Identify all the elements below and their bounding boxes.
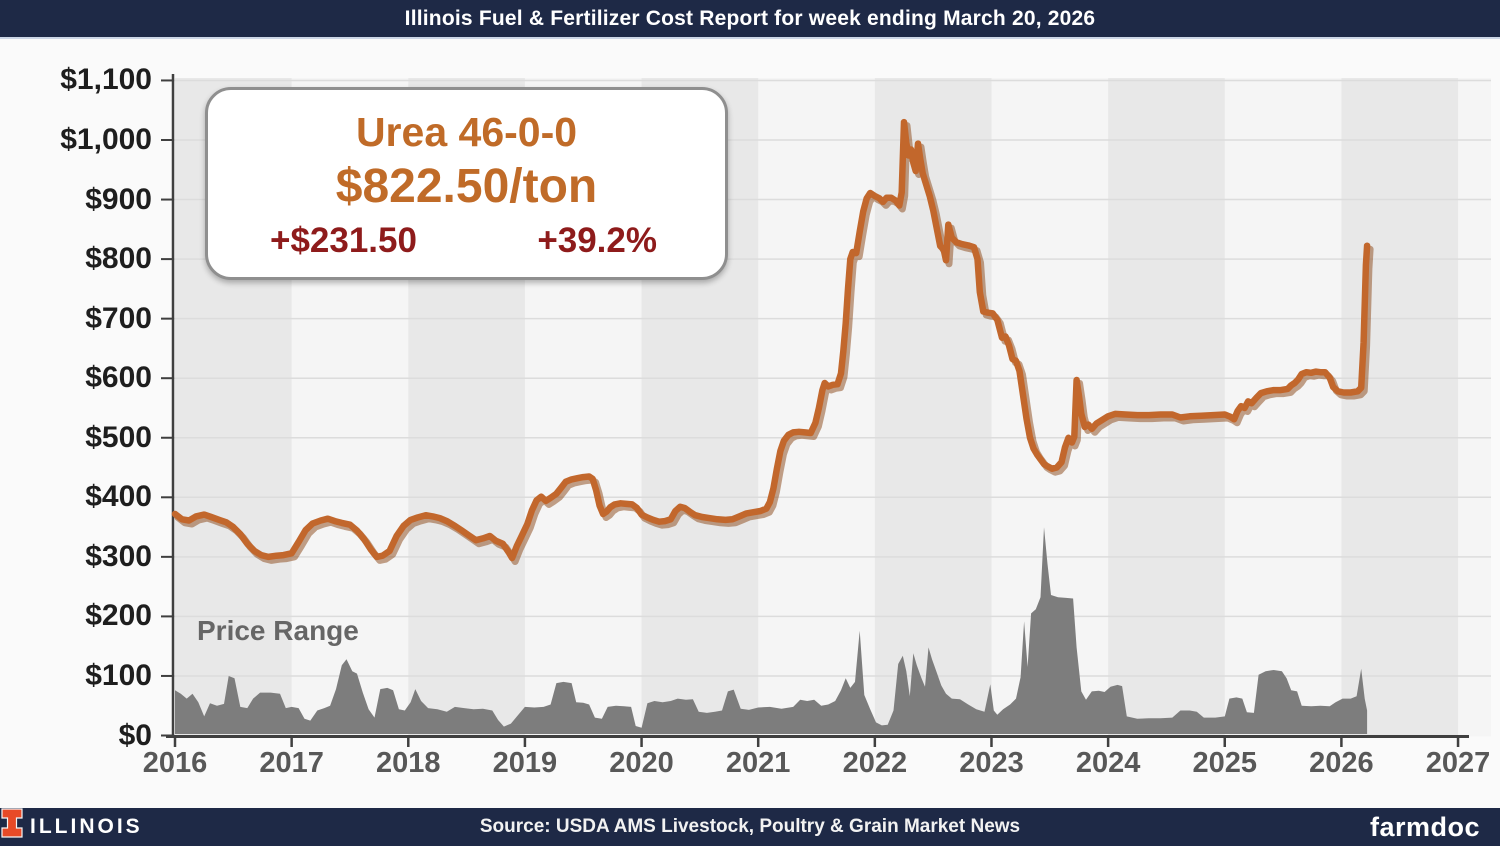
x-axis-tick-label: 2021: [725, 747, 791, 779]
y-axis-tick-label: $1,100: [60, 63, 152, 97]
price-range-label: Price Range: [197, 615, 359, 646]
illinois-brand: ILLINOIS: [1, 808, 143, 839]
urea-price-line: [171, 118, 1371, 562]
y-axis-tick-label: $600: [85, 361, 152, 395]
y-axis-tick-label: $1,000: [60, 123, 152, 156]
price-change-row: +$231.50 +39.2%: [208, 217, 725, 263]
x-axis-tick-label: 2027: [1425, 747, 1491, 779]
x-axis-tick-label: 2020: [609, 747, 674, 779]
y-axis-tick-label: $800: [85, 242, 152, 276]
price-range-area: [175, 527, 1368, 734]
x-axis-tick-label: 2019: [492, 747, 558, 779]
price-change-dollars: +$231.50: [270, 220, 417, 260]
year-band: [1341, 78, 1459, 737]
x-axis-tick-label: 2022: [842, 747, 908, 779]
source-attribution: Source: USDA AMS Livestock, Poultry & Gr…: [479, 816, 1021, 837]
year-band: [1108, 78, 1225, 737]
x-axis-tick-label: 2026: [1309, 747, 1374, 779]
footer-bar: ILLINOIS Source: USDA AMS Livestock, Pou…: [0, 808, 1500, 846]
y-axis-tick-label: $400: [85, 480, 152, 514]
farmdoc-wordmark: farmdoc: [1369, 811, 1480, 842]
y-axis-tick-label: $300: [85, 539, 152, 573]
current-price: $822.50/ton: [335, 159, 598, 213]
x-axis-tick-label: 2025: [1192, 747, 1257, 779]
y-axis-tick-label: $500: [85, 420, 152, 454]
x-axis-tick-label: 2024: [1075, 747, 1141, 779]
x-axis-tick-label: 2018: [376, 747, 441, 779]
x-axis-tick-label: 2016: [142, 747, 208, 779]
price-info-box: Urea 46-0-0 $822.50/ton +$231.50 +39.2%: [205, 87, 728, 280]
illinois-brand-name: ILLINOIS: [30, 815, 143, 838]
y-axis-tick-label: $900: [85, 182, 152, 216]
price-change-percent: +39.2%: [537, 220, 657, 260]
y-axis-tick-label: $0: [118, 718, 152, 752]
report-title: Illinois Fuel & Fertilizer Cost Report f…: [404, 6, 1096, 30]
x-axis-tick-label: 2023: [959, 747, 1024, 779]
y-axis-tick-label: $200: [85, 599, 152, 633]
title-bar: Illinois Fuel & Fertilizer Cost Report f…: [0, 0, 1500, 39]
y-axis-tick-label: $100: [85, 658, 152, 692]
x-axis-tick-label: 2017: [259, 747, 324, 779]
year-band: [874, 78, 992, 737]
product-name: Urea 46-0-0: [355, 108, 578, 155]
y-axis-tick-label: $700: [85, 301, 152, 335]
